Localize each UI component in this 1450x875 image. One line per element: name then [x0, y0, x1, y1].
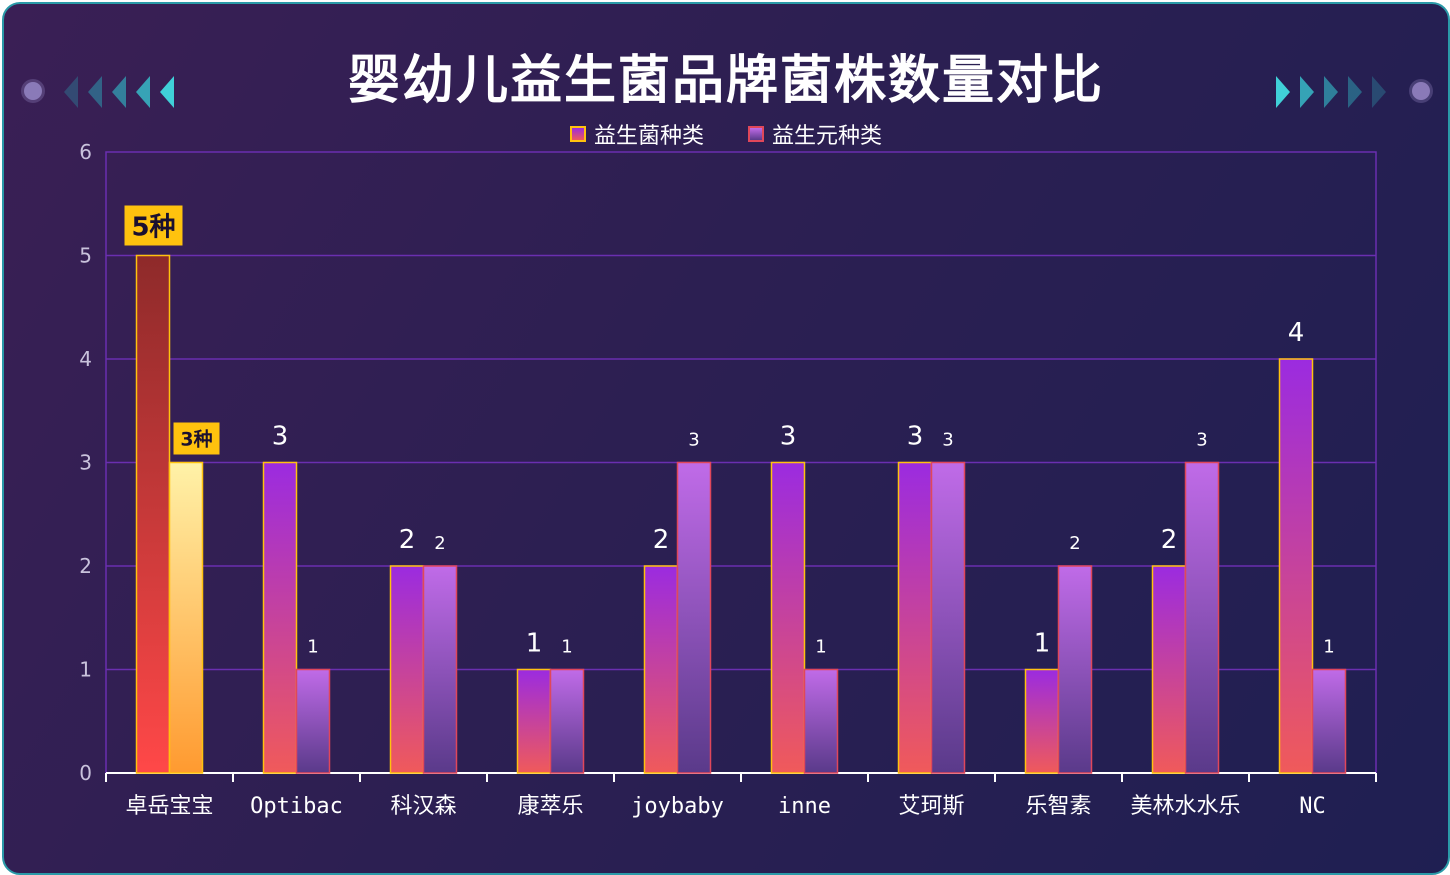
bar-series1: [1278, 358, 1314, 774]
x-category-label: 卓岳宝宝: [125, 794, 213, 819]
bar-series1: [1024, 668, 1060, 774]
legend: 益生菌种类 益生元种类: [4, 118, 1448, 150]
data-label-series1: 2: [653, 525, 670, 555]
bar-series1: [389, 565, 425, 774]
data-label-series2: 1: [307, 637, 318, 658]
y-tick-label: 4: [79, 347, 92, 371]
bar-series2: [1057, 565, 1093, 774]
y-tick-label: 0: [79, 761, 92, 785]
data-label-series1: 3: [907, 422, 924, 452]
x-category-label: inne: [778, 794, 831, 819]
x-category-label: Optibac: [250, 794, 343, 819]
data-label-series2: 3: [688, 430, 699, 451]
legend-label-series2: 益生元种类: [772, 124, 883, 149]
data-label-series1: 3: [272, 422, 289, 452]
y-tick-label: 5: [79, 244, 92, 268]
bar-series2: [1311, 668, 1347, 774]
bar-series2: [422, 565, 458, 774]
bar-series1: [643, 565, 679, 774]
bar-series2: [803, 668, 839, 774]
x-category-label: 艾珂斯: [898, 794, 964, 819]
bar-series2: [168, 461, 204, 774]
data-label-series2: 2: [1069, 533, 1080, 554]
data-label-series1: 4: [1288, 318, 1305, 348]
bar-series2: [930, 461, 966, 774]
bar-series1: [262, 461, 298, 774]
callout-box-series2: [173, 422, 220, 455]
callout-box-series1: [124, 205, 183, 246]
bar-series2: [295, 668, 331, 774]
y-tick-label: 3: [79, 451, 92, 475]
chart-title: 婴幼儿益生菌品牌菌株数量对比: [347, 50, 1104, 111]
data-label-series2: 3: [1196, 430, 1207, 451]
data-label-series2: 1: [561, 637, 572, 658]
bar-series1: [135, 254, 171, 774]
x-category-label: NC: [1299, 794, 1326, 819]
x-category-label: 美林水水乐: [1130, 794, 1240, 819]
x-category-label: 乐智素: [1025, 794, 1091, 819]
data-label-series2: 1: [815, 637, 826, 658]
x-category-label: 康萃乐: [517, 794, 583, 819]
bar-series2: [1184, 461, 1220, 774]
y-tick-label: 6: [79, 140, 92, 164]
decor-dot-right: [1412, 82, 1430, 100]
data-label-series1: 2: [399, 525, 416, 555]
bar-series1: [770, 461, 806, 774]
decor-arrows-left: [64, 76, 174, 108]
bar-series1: [897, 461, 933, 774]
data-label-series1: 1: [1034, 629, 1051, 659]
decor-dot-left: [24, 82, 42, 100]
bar-series1: [1151, 565, 1187, 774]
bar-series1: [516, 668, 552, 774]
decor-arrows-right: [1276, 76, 1386, 108]
legend-swatch-series2: [748, 126, 764, 142]
legend-label-series1: 益生菌种类: [593, 124, 704, 149]
data-label-series1: 2: [1161, 525, 1178, 555]
bar-series2: [676, 461, 712, 774]
data-label-series2: 1: [1323, 637, 1334, 658]
callout-label-series1: 5种: [131, 213, 175, 243]
data-label-series1: 3: [780, 422, 797, 452]
legend-item-series2[interactable]: 益生元种类: [748, 118, 882, 150]
legend-item-series1[interactable]: 益生菌种类: [569, 118, 704, 150]
y-tick-label: 2: [79, 554, 92, 578]
legend-swatch-series1: [569, 126, 586, 142]
data-label-series1: 1: [526, 629, 543, 659]
data-label-series2: 3: [942, 430, 953, 451]
callout-label-series2: 3种: [180, 429, 212, 451]
x-category-label: joybaby: [631, 794, 724, 819]
bar-series2: [549, 668, 585, 774]
data-label-series2: 2: [434, 533, 445, 554]
y-tick-label: 1: [79, 658, 92, 682]
x-category-label: 科汉森: [390, 794, 456, 819]
